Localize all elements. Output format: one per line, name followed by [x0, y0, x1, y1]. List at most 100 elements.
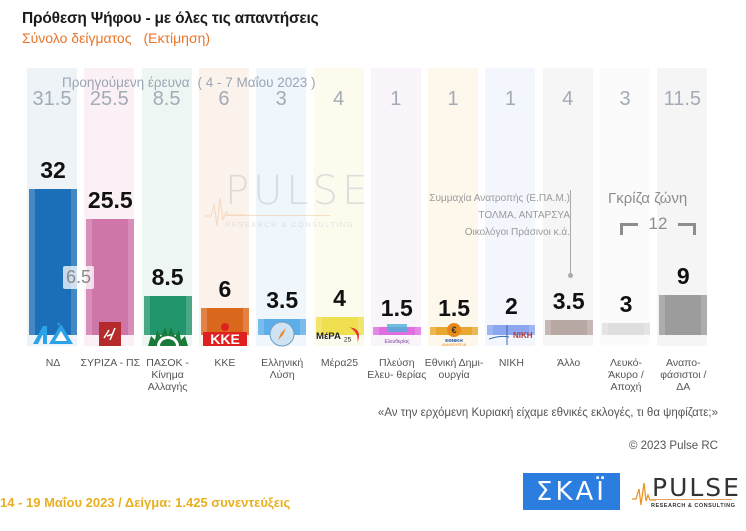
party-name: Πλεύση Ελευ- θερίας [367, 357, 427, 381]
column-background [542, 68, 593, 346]
pulse-logo: PULSE RESEARCH & CONSULTING [632, 473, 746, 513]
previous-value: 11.5 [663, 88, 702, 110]
column-background [428, 68, 479, 346]
pulse-watermark: PULSE RESEARCH & CONSULTING [205, 168, 367, 230]
svg-text:25: 25 [343, 337, 351, 344]
svg-text:ΕΘΝΙΚΗ: ΕΘΝΙΚΗ [445, 338, 463, 343]
party-name: Ελληνική Λύση [261, 357, 304, 381]
party-logo: KKE [200, 321, 250, 347]
watermark-text: PULSE [225, 168, 372, 214]
bar [659, 295, 708, 335]
previous-value: 8.5 [152, 88, 181, 110]
previous-value: 1 [504, 88, 516, 110]
column-background [600, 68, 650, 346]
survey-question: «Αν την ερχόμενη Κυριακή είχαμε εθνικές … [377, 407, 718, 419]
bar-value: 3.5 [266, 287, 299, 314]
mera25-logo-icon: MέPA 25 [315, 327, 359, 344]
gray-zone-bracket: 12 [620, 214, 696, 238]
bar [143, 296, 192, 335]
party-logo [257, 321, 307, 347]
difference-badge: 6.5 [63, 266, 95, 289]
previous-value: 1 [390, 88, 402, 110]
others-line-3: Οικολόγοι Πράσινοι κ.ά. [464, 227, 570, 238]
bar-value: 2 [504, 293, 518, 319]
watermark-line [225, 215, 330, 216]
others-pointer-dot [568, 273, 573, 278]
previous-survey-dates: ( 4 - 7 Μαΐου 2023 ) [197, 75, 316, 90]
previous-value: 31.5 [32, 88, 72, 110]
svg-text:ΔΗΜΙΟΥΡΓΙΑ: ΔΗΜΙΟΥΡΓΙΑ [442, 342, 467, 346]
bar-value: 6 [218, 275, 232, 302]
chart-subtitle: Σύνολο δείγματος (Εκτίμηση) [22, 30, 210, 46]
party-logo [143, 321, 193, 347]
svg-text:Ελευθερίας: Ελευθερίας [384, 339, 410, 345]
pulse-logo-text: PULSE [652, 473, 741, 502]
others-annotation: Συμμαχία Ανατροπής (Ε.ΠΑ.Μ.) ΤΟΛΜΑ, ΑΝΤΑ… [395, 190, 570, 241]
party-name: ΠΑΣΟΚ - Κίνημα Αλλαγής [146, 357, 189, 393]
gray-zone-title: Γκρίζα ζώνη [608, 190, 688, 207]
party-name: ΝΔ [45, 357, 61, 369]
bar-value: 3 [619, 291, 633, 317]
bar-value: 25.5 [87, 186, 133, 213]
party-name: ΝΙΚΗ [498, 357, 524, 369]
kke-logo-icon: KKE [202, 323, 247, 346]
party-logo [85, 321, 135, 347]
party-name: Μέρα25 [320, 357, 359, 369]
column-background [485, 68, 536, 346]
bar [315, 317, 364, 335]
skai-logo: ΣΚΑΪ [523, 473, 620, 510]
bracket-left [620, 223, 638, 235]
syriza-logo-icon [99, 322, 122, 346]
pulse-wave-icon [205, 197, 245, 227]
bar-value: 4 [333, 285, 346, 311]
plefsi-logo-icon: Ελευθερίας [384, 324, 410, 345]
copyright: © 2023 Pulse RC [628, 440, 718, 452]
pasok-sun-icon [147, 327, 188, 346]
party-logo: NIKH [486, 321, 536, 347]
party-name: ΣΥΡΙΖΑ - ΠΣ [80, 357, 141, 369]
party-name: Εθνική Δημι- ουργία [424, 357, 484, 381]
others-line-1: Συμμαχία Ανατροπής (Ε.ΠΑ.Μ.) [429, 193, 570, 204]
others-line-2: ΤΟΛΜΑ, ΑΝΤΑΡΣΥΑ [478, 210, 570, 221]
party-name: Λευκό- Άκυρο /Αποχή [608, 357, 644, 393]
nd-logo-icon [33, 322, 73, 344]
bar-value: 9 [676, 263, 690, 289]
subtitle-note: (Εκτίμηση) [143, 30, 211, 46]
previous-value: 6 [218, 88, 230, 110]
pulse-logo-line [652, 499, 732, 500]
column-background [198, 68, 249, 346]
party-name: Αναπο- φάσιστοι / ΔΑ [660, 357, 707, 393]
chart-title: Πρόθεση Ψήφου - με όλες τις απαντήσεις [22, 10, 319, 27]
previous-value: 3 [619, 88, 631, 110]
party-logo [28, 321, 78, 347]
party-logo: Ελευθερίας [372, 321, 422, 347]
bar-value: 32 [40, 157, 66, 184]
svg-text:MέPA: MέPA [315, 331, 340, 342]
bar-value: 8.5 [151, 264, 184, 291]
party-name: Άλλο [557, 357, 581, 369]
previous-survey-text: Προηγούμενη έρευνα [62, 75, 190, 90]
party-name: ΚΚΕ [214, 357, 236, 369]
svg-text:NIKH: NIKH [513, 331, 533, 340]
watermark-subtext: RESEARCH & CONSULTING [225, 220, 354, 229]
bar-value: 3.5 [552, 288, 585, 314]
pulse-logo-wave-icon [632, 482, 656, 506]
bar-value: 1.5 [380, 295, 413, 321]
elliniki-lysi-compass-icon [269, 321, 295, 347]
svg-text:€: € [452, 325, 457, 335]
bar [487, 325, 536, 335]
bar [602, 323, 650, 335]
previous-value: 3 [275, 88, 287, 110]
bar-value: 1.5 [438, 295, 471, 321]
column-background [370, 68, 421, 346]
subtitle-text: Σύνολο δείγματος [22, 30, 132, 46]
bracket-right [678, 223, 696, 235]
column-background [256, 68, 307, 346]
survey-info: 14 - 19 Μαΐου 2023 / Δείγμα: 1.425 συνεν… [0, 495, 291, 510]
previous-value: 4 [562, 88, 574, 110]
party-logo: € ΕΘΝΙΚΗ ΔΗΜΙΟΥΡΓΙΑ [429, 321, 479, 347]
previous-value: 25.5 [89, 88, 129, 110]
niki-logo-icon: NIKH [489, 325, 533, 345]
others-pointer-line [570, 190, 571, 274]
